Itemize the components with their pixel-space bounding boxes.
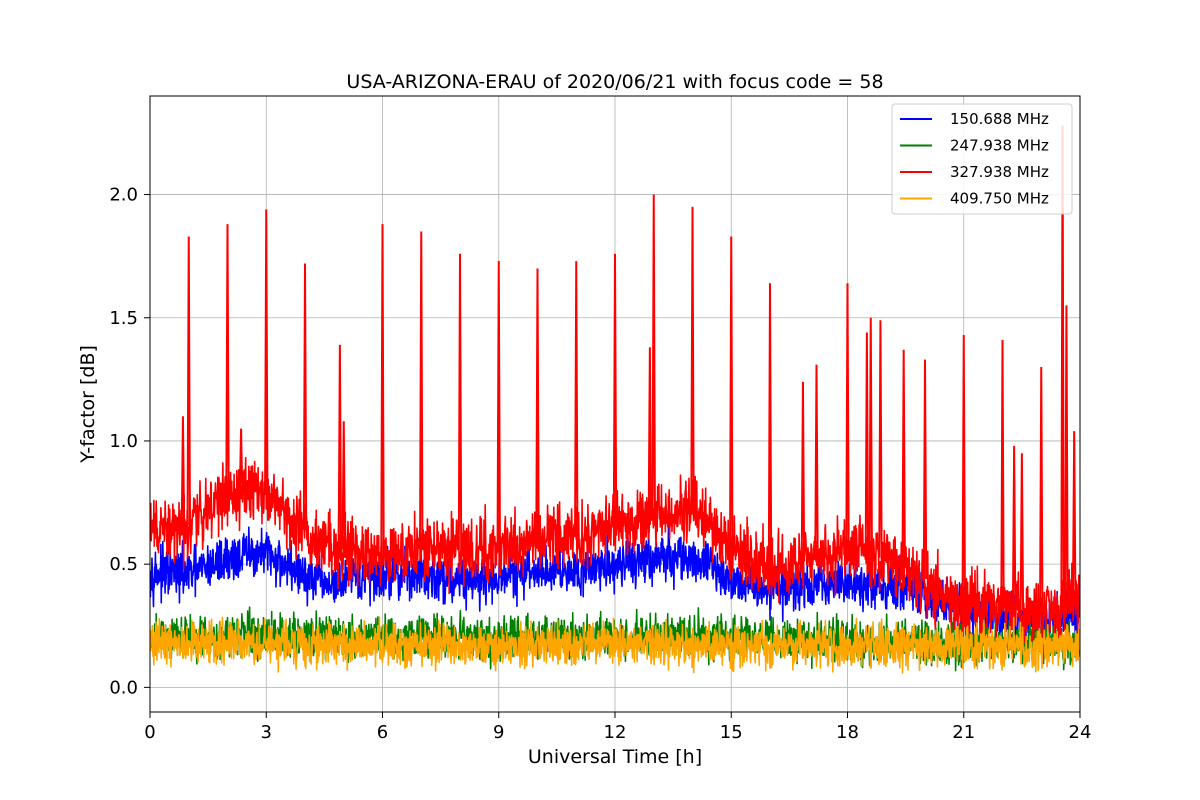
spike-point <box>651 194 656 520</box>
spike-point <box>1064 305 1069 603</box>
x-tick-label: 15 <box>720 722 743 743</box>
x-tick-label: 6 <box>377 722 388 743</box>
x-axis-label: Universal Time [h] <box>528 746 702 768</box>
x-tick-label: 9 <box>493 722 504 743</box>
legend-label: 327.938 MHz <box>950 163 1049 181</box>
series-line <box>150 616 1080 674</box>
y-axis-label: Y-factor [dB] <box>77 345 99 464</box>
spike-point <box>180 416 186 528</box>
x-tick-label: 0 <box>144 722 155 743</box>
spike-point <box>647 347 653 521</box>
spike-point <box>302 263 308 530</box>
spike-point <box>922 359 928 579</box>
spike-point <box>264 209 269 496</box>
legend-box <box>891 103 1073 215</box>
spike-point <box>337 344 343 548</box>
spike-point <box>535 268 540 540</box>
y-tick-label: 1.5 <box>109 308 138 329</box>
x-axis: 0 3 6 9 12 15 18 21 24 <box>144 712 1091 743</box>
y-tick-label: 2.0 <box>109 185 138 206</box>
spike-point <box>496 261 501 547</box>
spike-point <box>457 253 463 550</box>
x-tick-label: 3 <box>261 722 272 743</box>
spike-point <box>961 335 966 604</box>
legend: 150.688 MHz 247.938 MHz 327.938 MHz 409.750… <box>891 103 1073 215</box>
series-3 <box>150 616 1080 674</box>
legend-label: 247.938 MHz <box>950 137 1049 155</box>
spike-point <box>238 428 244 492</box>
spike-point <box>612 253 618 528</box>
spike-point <box>767 283 773 570</box>
series-line <box>150 456 1080 650</box>
spike-point <box>225 224 230 496</box>
spike-point <box>878 320 883 558</box>
spike-point <box>868 317 873 556</box>
x-tick-label: 12 <box>604 722 627 743</box>
legend-label: 150.688 MHz <box>950 110 1049 128</box>
chart-title: USA-ARIZONA-ERAU of 2020/06/21 with focu… <box>346 71 883 93</box>
y-axis: 0.0 0.5 1.0 1.5 2.0 <box>109 185 150 698</box>
spike-point <box>1071 431 1077 595</box>
y-tick-label: 0.5 <box>109 554 138 575</box>
legend-label: 409.750 MHz <box>950 190 1049 208</box>
spike-point <box>901 349 906 569</box>
spike-point <box>1011 445 1017 610</box>
y-tick-label: 1.0 <box>109 431 138 452</box>
spike-point <box>1019 453 1025 611</box>
spike-point <box>814 364 819 558</box>
spike-point <box>864 332 870 555</box>
spike-point <box>574 261 579 535</box>
spike-point <box>800 381 806 562</box>
spike-point <box>690 206 695 510</box>
spike-point <box>729 236 734 550</box>
spike-point <box>845 283 850 550</box>
spike-point <box>1000 339 1005 609</box>
spike-point <box>186 236 191 525</box>
y-tick-label: 0.0 <box>109 677 138 698</box>
spike-point <box>341 421 346 550</box>
spike-point <box>1039 367 1044 614</box>
x-tick-label: 18 <box>836 722 859 743</box>
spike-point <box>419 231 424 547</box>
spike-point <box>380 224 385 550</box>
x-tick-label: 21 <box>952 722 975 743</box>
x-tick-label: 24 <box>1069 722 1092 743</box>
